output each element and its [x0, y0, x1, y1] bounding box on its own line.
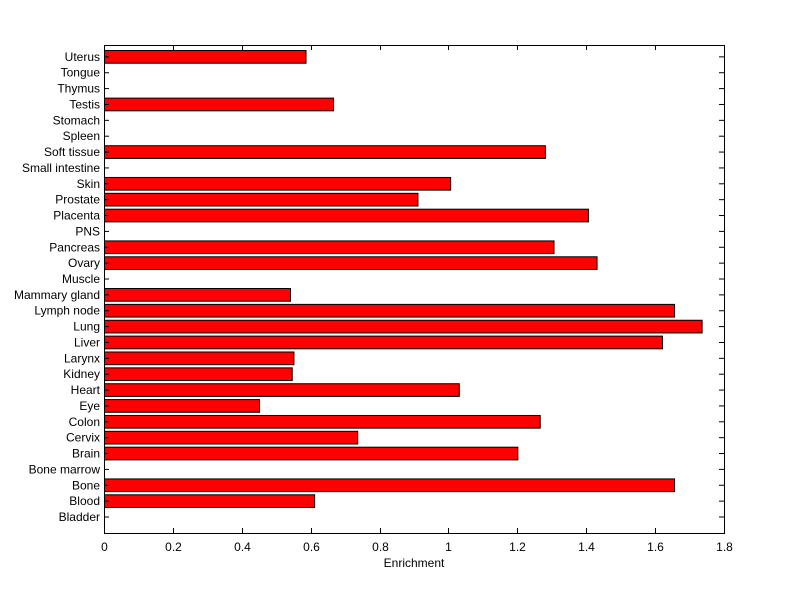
bar-blood [104, 494, 316, 508]
bar-colon [104, 414, 541, 429]
y-tick-label-bone: Bone [72, 478, 100, 492]
y-tick-label-small-intestine: Small intestine [22, 161, 100, 175]
bar-heart [104, 383, 460, 397]
y-tick-label-liver: Liver [74, 335, 100, 349]
x-axis-label: Enrichment [384, 556, 445, 570]
y-tick-label-pns: PNS [75, 224, 100, 238]
y-tick-label-uterus: Uterus [65, 50, 100, 64]
y-tick-label-mammary-gland: Mammary gland [14, 288, 100, 302]
x-tick-label: 1 [445, 540, 452, 554]
y-tick-label-heart: Heart [71, 383, 101, 397]
y-tick-label-thymus: Thymus [57, 82, 100, 96]
bar-testis [104, 97, 335, 112]
y-tick-label-larynx: Larynx [64, 351, 100, 365]
y-tick-label-spleen: Spleen [63, 129, 100, 143]
y-tick-label-colon: Colon [69, 415, 100, 429]
y-tick-label-placenta: Placenta [53, 209, 100, 223]
y-tick-label-prostate: Prostate [55, 193, 100, 207]
y-tick-label-ovary: Ovary [68, 256, 100, 270]
plot-frame [104, 45, 725, 534]
x-tick-label: 1.6 [647, 540, 664, 554]
x-tick-label: 1.2 [509, 540, 526, 554]
bar-eye [104, 399, 260, 413]
x-tick-label: 0.6 [303, 540, 320, 554]
bar-uterus [104, 50, 307, 64]
bar-liver [104, 335, 663, 350]
x-tick-label: 0.2 [165, 540, 182, 554]
bar-placenta [104, 208, 589, 223]
bar-bone [104, 478, 676, 493]
y-tick-label-soft-tissue: Soft tissue [44, 145, 100, 159]
bar-mammary-gland [104, 288, 291, 302]
x-tick-label: 1.8 [716, 540, 733, 554]
y-tick-label-brain: Brain [72, 447, 100, 461]
y-tick-label-bone-marrow: Bone marrow [29, 462, 101, 476]
y-tick-label-bladder: Bladder [59, 510, 100, 524]
bars-layer [104, 50, 703, 508]
y-tick-label-cervix: Cervix [66, 431, 100, 445]
x-tick-label: 0.4 [234, 540, 251, 554]
bar-pancreas [104, 240, 555, 255]
x-tick-label: 0.8 [372, 540, 389, 554]
bar-lung [104, 319, 703, 334]
bar-cervix [104, 430, 359, 445]
bar-lymph-node [104, 303, 676, 318]
bar-ovary [104, 256, 598, 270]
y-tick-label-muscle: Muscle [62, 272, 100, 286]
bar-kidney [104, 367, 293, 382]
y-tick-label-lung: Lung [73, 320, 100, 334]
y-tick-label-kidney: Kidney [63, 367, 100, 381]
y-tick-label-stomach: Stomach [53, 113, 100, 127]
x-tick-label: 0 [101, 540, 108, 554]
y-tick-label-lymph-node: Lymph node [34, 304, 100, 318]
bar-prostate [104, 192, 419, 207]
y-tick-label-pancreas: Pancreas [49, 240, 100, 254]
bar-larynx [104, 351, 295, 366]
bar-skin [104, 176, 452, 191]
y-tick-label-eye: Eye [79, 399, 100, 413]
bar-soft-tissue [104, 145, 546, 159]
bar-brain [104, 446, 519, 461]
y-tick-label-testis: Testis [69, 97, 100, 111]
x-tick-label: 1.4 [578, 540, 595, 554]
y-tick-label-tongue: Tongue [61, 66, 101, 80]
y-tick-label-blood: Blood [69, 494, 100, 508]
y-tick-label-skin: Skin [77, 177, 100, 191]
